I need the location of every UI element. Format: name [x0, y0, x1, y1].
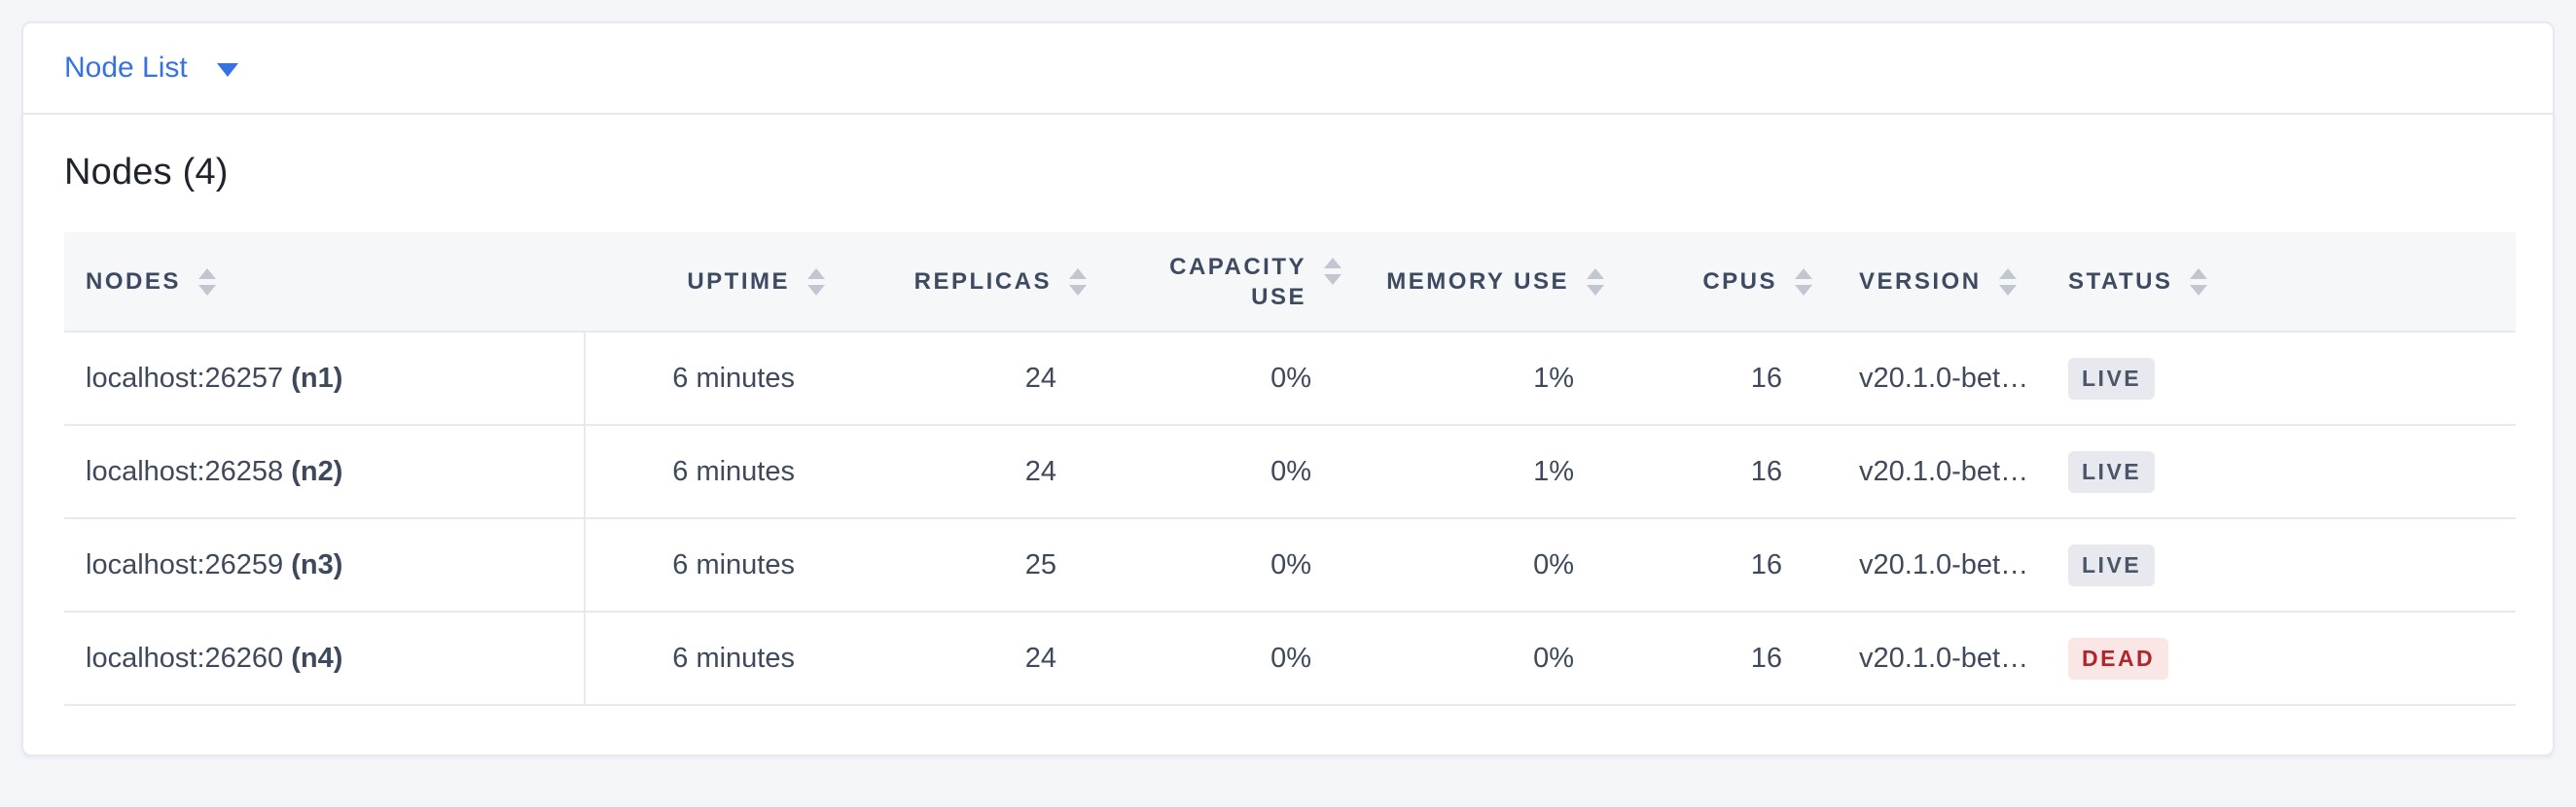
status-cell: LIVE [2045, 518, 2516, 612]
node-address: localhost:26258 [86, 455, 292, 487]
status-badge: LIVE [2068, 357, 2156, 400]
node-id: (n1) [291, 362, 343, 394]
page-header-bar: Node List [21, 21, 2555, 115]
capacity-use-cell: 0% [1270, 362, 1311, 394]
memory-use-cell: 0% [1533, 642, 1574, 674]
capacity-use-cell: 0% [1270, 548, 1311, 580]
node-address: localhost:26260 [86, 642, 292, 674]
memory-use-cell: 1% [1533, 455, 1574, 487]
table-row: localhost:26260 (n4) 6 minutes 24 0% 0% 16 v20… [64, 612, 2516, 705]
node-id: (n4) [291, 642, 343, 674]
node-id: (n3) [291, 548, 343, 580]
node-list-dropdown-label: Node List [64, 52, 188, 84]
replicas-cell: 24 [1024, 362, 1056, 394]
table-row: localhost:26257 (n1) 6 minutes 24 0% 1% 16 v20… [64, 332, 2516, 425]
nodes-panel: Nodes (4) NODES UPTIM [21, 115, 2555, 756]
node-address-cell: localhost:26260 (n4) [64, 612, 586, 705]
sort-icon [1795, 267, 1812, 296]
column-header-nodes[interactable]: NODES [64, 232, 585, 332]
version-cell: v20.1.0-bet… [1859, 362, 2029, 394]
status-cell: LIVE [2045, 425, 2516, 518]
node-id: (n2) [291, 455, 343, 487]
status-cell: LIVE [2045, 332, 2516, 425]
caret-down-icon [216, 62, 238, 77]
status-badge: LIVE [2068, 544, 2156, 586]
column-header-replicas[interactable]: REPLICAS [839, 232, 1100, 332]
cpus-cell: 16 [1750, 455, 1782, 487]
cpus-cell: 16 [1750, 642, 1782, 674]
sort-icon [1069, 267, 1087, 296]
column-header-status[interactable]: STATUS [2045, 232, 2516, 332]
status-cell: DEAD [2045, 612, 2516, 705]
sort-icon [197, 267, 216, 296]
sort-icon [1587, 267, 1604, 296]
replicas-cell: 24 [1024, 642, 1056, 674]
column-header-version[interactable]: VERSION [1826, 232, 2045, 332]
table-row: localhost:26259 (n3) 6 minutes 25 0% 0% 16 v20… [64, 518, 2516, 612]
node-address: localhost:26257 [86, 362, 292, 394]
sort-icon [1324, 258, 1342, 285]
uptime-cell: 6 minutes [672, 455, 795, 487]
sort-icon [807, 267, 825, 296]
capacity-use-cell: 0% [1270, 455, 1311, 487]
node-list-dropdown[interactable]: Node List [64, 53, 238, 83]
column-header-memory-use[interactable]: MEMORY USE [1355, 232, 1618, 332]
capacity-use-cell: 0% [1270, 642, 1311, 674]
node-address-cell: localhost:26258 (n2) [64, 425, 586, 518]
version-cell: v20.1.0-bet… [1859, 455, 2029, 487]
nodes-table: NODES UPTIME REPLICAS [64, 232, 2516, 706]
panel-title: Nodes (4) [64, 152, 229, 193]
column-header-uptime[interactable]: UPTIME [585, 232, 839, 332]
replicas-cell: 24 [1024, 455, 1056, 487]
status-badge: LIVE [2068, 450, 2156, 493]
uptime-cell: 6 minutes [672, 642, 795, 674]
column-header-cpus[interactable]: CPUS [1618, 232, 1826, 332]
table-header-row: NODES UPTIME REPLICAS [64, 232, 2516, 332]
cpus-cell: 16 [1750, 362, 1782, 394]
version-cell: v20.1.0-bet… [1859, 642, 2029, 674]
replicas-cell: 25 [1024, 548, 1056, 580]
memory-use-cell: 0% [1533, 548, 1574, 580]
table-body: localhost:26257 (n1) 6 minutes 24 0% 1% 16 v20… [64, 332, 2516, 705]
node-address-cell: localhost:26257 (n1) [64, 332, 586, 425]
table-row: localhost:26258 (n2) 6 minutes 24 0% 1% 16 v20… [64, 425, 2516, 518]
column-header-capacity-use[interactable]: CAPACITY USE [1100, 232, 1355, 332]
uptime-cell: 6 minutes [672, 362, 795, 394]
sort-icon [1998, 267, 2017, 296]
node-address: localhost:26259 [86, 548, 292, 580]
status-badge: DEAD [2068, 637, 2169, 680]
memory-use-cell: 1% [1533, 362, 1574, 394]
sort-icon [2190, 267, 2208, 296]
uptime-cell: 6 minutes [672, 548, 795, 580]
cpus-cell: 16 [1750, 548, 1782, 580]
version-cell: v20.1.0-bet… [1859, 548, 2029, 580]
node-address-cell: localhost:26259 (n3) [64, 518, 586, 612]
